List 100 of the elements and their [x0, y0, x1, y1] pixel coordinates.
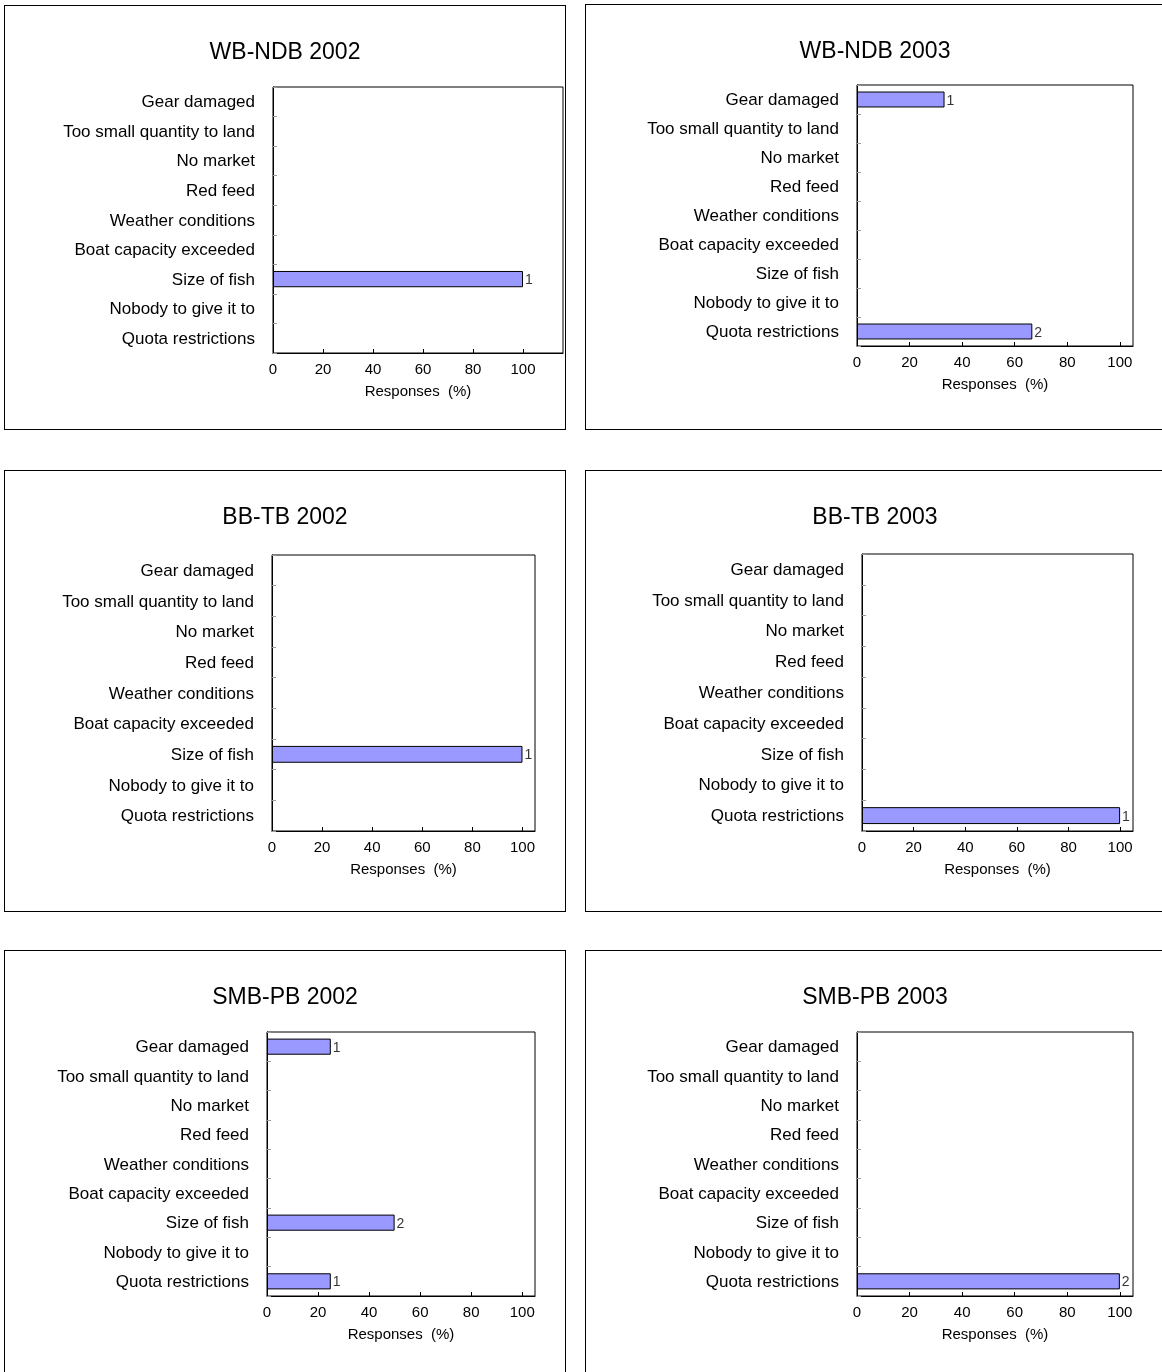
annotation: 1: [946, 91, 955, 108]
x-tick-label: 40: [360, 1303, 378, 1320]
y-tick-label: No market: [176, 151, 256, 171]
chart-title: BB-TB 2003: [812, 502, 938, 529]
annotation: 1: [524, 746, 533, 763]
x-axis-title: Responses (%): [350, 860, 457, 877]
y-tick-label: Size of fish: [755, 264, 839, 283]
x-tick-label: 20: [313, 838, 331, 855]
x-tick-label: 100: [509, 838, 535, 855]
annotation: 1: [1122, 807, 1131, 824]
y-tick-label: Too small quantity to land: [652, 590, 844, 610]
x-tick-label: 60: [414, 360, 432, 377]
y-tick-label: Weather conditions: [108, 683, 254, 703]
y-tick-label: Quota restrictions: [120, 806, 254, 826]
x-tick-label: 60: [1006, 1303, 1024, 1320]
y-tick-label: Red feed: [186, 180, 255, 200]
x-tick-label: 60: [1006, 353, 1024, 370]
y-tick-label: Size of fish: [165, 1213, 249, 1233]
x-tick-label: 80: [462, 1303, 480, 1320]
x-tick-label: 80: [464, 360, 482, 377]
x-tick-label: 40: [953, 1303, 971, 1320]
chart-title: SMB-PB 2002: [212, 982, 358, 1009]
y-tick-label: Too small quantity to land: [647, 119, 839, 138]
y-tick-label: Too small quantity to land: [63, 121, 255, 141]
y-tick-label: Nobody to give it to: [108, 775, 254, 795]
x-tick-label: 40: [363, 838, 381, 855]
chart-title: BB-TB 2002: [222, 502, 348, 529]
x-tick-label: 40: [953, 353, 971, 370]
y-tick-label: Nobody to give it to: [109, 299, 255, 319]
y-tick-label: No market: [760, 1095, 840, 1115]
x-tick-label: 0: [267, 838, 277, 855]
annotation: 1: [332, 1273, 341, 1290]
x-tick-label: 60: [1008, 838, 1026, 855]
x-axis-title: Responses (%): [347, 1325, 455, 1342]
annotation: 1: [332, 1038, 341, 1055]
y-tick-label: Weather conditions: [109, 210, 255, 230]
x-axis-title: Responses (%): [364, 382, 472, 399]
y-tick-label: No market: [170, 1095, 250, 1115]
x-tick-label: 40: [956, 838, 974, 855]
x-tick-label: 80: [464, 838, 481, 855]
y-tick-label: Nobody to give it to: [693, 1242, 839, 1262]
y-tick-label: Boat capacity exceeded: [658, 1183, 839, 1203]
x-tick-label: 0: [262, 1303, 272, 1320]
y-tick-label: No market: [765, 621, 845, 641]
chart-title: SMB-PB 2003: [802, 982, 948, 1009]
y-tick-label: Boat capacity exceeded: [658, 235, 839, 254]
annotation: 2: [1121, 1273, 1130, 1290]
y-tick-label: No market: [760, 148, 840, 167]
x-tick-label: 60: [411, 1303, 429, 1320]
x-tick-label: 80: [1058, 353, 1076, 370]
y-tick-label: Weather conditions: [693, 206, 839, 225]
y-tick-label: Red feed: [775, 652, 844, 672]
y-tick-label: Nobody to give it to: [693, 293, 839, 312]
x-tick-label: 0: [852, 353, 862, 370]
y-tick-label: Gear damaged: [730, 559, 844, 579]
chart-title: WB-NDB 2003: [799, 36, 951, 63]
y-tick-label: Red feed: [185, 652, 254, 672]
y-tick-label: Boat capacity exceeded: [68, 1183, 249, 1203]
y-tick-label: Boat capacity exceeded: [74, 240, 255, 260]
y-tick-label: Size of fish: [755, 1213, 839, 1233]
y-tick-label: Quota restrictions: [705, 322, 839, 341]
y-tick-label: Quota restrictions: [710, 806, 844, 826]
y-tick-label: Size of fish: [170, 744, 254, 764]
annotation: 2: [396, 1214, 405, 1231]
y-tick-label: Quota restrictions: [121, 328, 255, 348]
x-tick-label: 80: [1060, 838, 1077, 855]
y-tick-label: Size of fish: [171, 269, 255, 289]
x-tick-label: 100: [1107, 1303, 1133, 1320]
x-tick-label: 60: [413, 838, 431, 855]
annotation: 1: [525, 271, 533, 288]
chart-title: WB-NDB 2002: [209, 37, 361, 64]
y-tick-label: Boat capacity exceeded: [73, 714, 254, 734]
x-tick-label: 100: [1107, 838, 1133, 855]
y-tick-label: Gear damaged: [140, 560, 254, 580]
y-tick-label: Too small quantity to land: [647, 1066, 839, 1086]
x-tick-label: 20: [314, 360, 332, 377]
y-tick-label: Quota restrictions: [115, 1271, 249, 1291]
x-tick-label: 20: [309, 1303, 327, 1320]
x-tick-label: 100: [1107, 353, 1133, 370]
x-tick-label: 0: [268, 360, 278, 377]
y-tick-label: Weather conditions: [103, 1154, 249, 1174]
x-tick-label: 80: [1058, 1303, 1076, 1320]
x-axis-title: Responses (%): [941, 375, 1049, 392]
x-axis-title: Responses (%): [941, 1325, 1049, 1342]
y-tick-label: Too small quantity to land: [57, 1066, 249, 1086]
y-tick-label: Gear damaged: [725, 90, 839, 109]
y-tick-label: No market: [175, 622, 255, 642]
x-tick-label: 40: [364, 360, 382, 377]
y-tick-label: Too small quantity to land: [62, 591, 254, 611]
y-tick-label: Weather conditions: [693, 1154, 839, 1174]
x-tick-label: 0: [857, 838, 867, 855]
y-tick-label: Gear damaged: [725, 1037, 839, 1057]
y-tick-label: Red feed: [770, 177, 839, 196]
x-tick-label: 20: [901, 353, 918, 370]
x-tick-label: 0: [852, 1303, 862, 1320]
x-tick-label: 20: [901, 1303, 918, 1320]
y-tick-label: Boat capacity exceeded: [663, 713, 844, 733]
y-tick-label: Gear damaged: [141, 92, 255, 112]
y-tick-label: Size of fish: [760, 744, 844, 764]
y-tick-label: Quota restrictions: [705, 1271, 839, 1291]
